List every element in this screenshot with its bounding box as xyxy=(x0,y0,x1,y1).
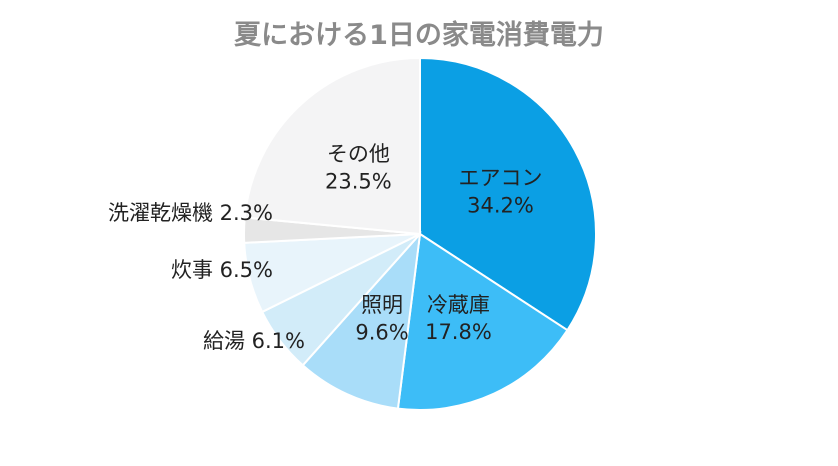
pie-slice-1 xyxy=(396,232,569,411)
pie-slice-6 xyxy=(243,56,421,236)
slice-label-6: その他 23.5% xyxy=(325,142,392,193)
slice-label-5: 洗濯乾燥機 2.3% xyxy=(108,201,273,225)
slice-label-4: 炊事 6.5% xyxy=(171,258,273,282)
slice-label-2: 照明 9.6% xyxy=(355,293,408,344)
slice-labels: エアコン 34.2% 冷蔵庫 17.8% 照明 9.6% 給湯 6.1% 炊事 6.5% 洗濯乾… xyxy=(108,142,543,353)
pie-slice-2 xyxy=(301,230,422,410)
slice-label-0: エアコン 34.2% xyxy=(458,166,542,217)
slice-label-1: 冷蔵庫 17.8% xyxy=(425,293,492,344)
chart-title: 夏における1日の家電消費電力 xyxy=(234,19,604,51)
pie-slices xyxy=(243,56,597,411)
slice-label-3: 給湯 6.1% xyxy=(203,329,305,353)
